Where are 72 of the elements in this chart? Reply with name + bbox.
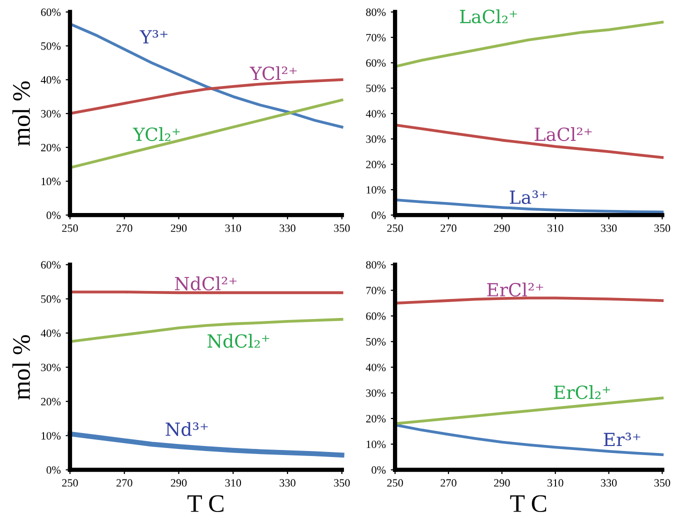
y-tick-label: 50% xyxy=(366,338,386,346)
series-label: Y³⁺ xyxy=(140,30,168,44)
x-tick-label: 250 xyxy=(387,479,403,487)
y-tick-label: 80% xyxy=(366,8,386,16)
x-tick-label: 350 xyxy=(654,479,670,487)
series-label: NdCl₂⁺ xyxy=(208,334,270,348)
y-tick-label: 30% xyxy=(41,110,61,118)
y-tick-label: 0% xyxy=(372,466,386,474)
x-tick-label: 290 xyxy=(170,479,187,487)
series-label: YCl²⁺ xyxy=(250,66,297,80)
x-tick-label: 330 xyxy=(600,224,617,232)
x-tick-label: 350 xyxy=(334,224,350,232)
y-tick-label: 20% xyxy=(41,398,61,406)
y-tick-label: 50% xyxy=(41,42,61,50)
x-axis-title: T C xyxy=(188,495,224,512)
y-tick-label: 70% xyxy=(366,286,386,294)
x-tick-label: 270 xyxy=(440,224,456,232)
y-tick-label: 0% xyxy=(372,212,386,220)
x-tick-label: 270 xyxy=(440,479,456,487)
x-tick-label: 330 xyxy=(280,479,296,487)
series-label: Er³⁺ xyxy=(604,432,640,446)
y-axis-title: mol % xyxy=(12,335,30,400)
y-tick-label: 30% xyxy=(366,135,386,143)
y-tick-label: 50% xyxy=(41,295,61,303)
y-tick-label: 40% xyxy=(40,76,61,84)
x-tick-label: 250 xyxy=(387,224,403,232)
series-label: NdCl²⁺ xyxy=(174,276,237,290)
y-tick-label: 10% xyxy=(42,178,61,186)
x-tick-label: 250 xyxy=(62,224,78,232)
series-label: Nd³⁺ xyxy=(166,422,208,436)
x-tick-label: 350 xyxy=(654,224,670,232)
y-tick-label: 60% xyxy=(41,261,61,269)
x-tick-label: 350 xyxy=(334,479,350,487)
y-tick-label: 20% xyxy=(366,414,386,423)
y-tick-label: 40% xyxy=(366,364,386,372)
series-label: La³⁺ xyxy=(510,190,548,204)
y-tick-label: 20% xyxy=(366,160,386,168)
x-tick-label: 330 xyxy=(600,479,617,487)
y-tick-label: 10% xyxy=(42,432,61,440)
x-axis-title: T C xyxy=(510,495,546,512)
series-label: ErCl₂⁺ xyxy=(554,385,610,400)
x-tick-label: 250 xyxy=(62,479,78,487)
y-tick-label: 60% xyxy=(366,59,386,67)
x-tick-label: 270 xyxy=(116,224,132,232)
y-tick-label: 0% xyxy=(46,212,61,220)
y-tick-label: 0% xyxy=(46,466,61,474)
y-tick-label: 60% xyxy=(41,8,61,16)
y-tick-label: 30% xyxy=(366,389,386,397)
x-tick-label: 290 xyxy=(494,479,510,487)
series-label: LaCl₂⁺ xyxy=(460,9,517,24)
series-label: ErCl²⁺ xyxy=(487,282,544,297)
x-tick-label: 310 xyxy=(548,224,564,232)
y-tick-label: 80% xyxy=(366,261,386,269)
y-tick-label: 50% xyxy=(366,84,386,92)
x-tick-label: 270 xyxy=(116,479,132,487)
y-tick-label: 40% xyxy=(40,330,61,338)
series-label: LaCl²⁺ xyxy=(534,127,592,142)
x-tick-label: 310 xyxy=(225,479,242,487)
x-tick-label: 310 xyxy=(548,479,564,487)
y-tick-label: 30% xyxy=(41,364,61,372)
y-tick-label: 20% xyxy=(41,144,61,152)
x-tick-label: 290 xyxy=(170,224,187,232)
y-tick-label: 10% xyxy=(366,440,386,448)
y-tick-label: 10% xyxy=(366,186,386,194)
x-tick-label: 290 xyxy=(494,224,510,232)
y-tick-label: 40% xyxy=(366,110,386,118)
y-tick-label: 70% xyxy=(366,34,386,42)
x-tick-label: 310 xyxy=(225,224,242,232)
x-tick-label: 330 xyxy=(280,224,296,232)
series-label: YCl₂⁺ xyxy=(132,127,180,142)
y-tick-label: 60% xyxy=(366,312,386,320)
y-axis-title: mol % xyxy=(12,81,30,146)
